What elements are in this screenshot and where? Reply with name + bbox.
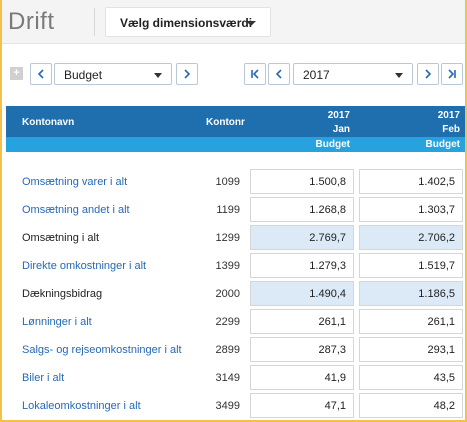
period-select[interactable]: 2017 <box>293 63 413 85</box>
account-name-link[interactable]: Omsætning andet i alt <box>22 204 130 216</box>
account-name: Dækningsbidrag <box>22 288 103 300</box>
chevron-left-icon <box>275 69 282 79</box>
account-number: 2000 <box>215 288 240 300</box>
value-cell-jan[interactable]: 261,1 <box>250 309 354 334</box>
table-row: Omsætning varer i alt 1099 1.500,8 1.402… <box>6 168 465 195</box>
col2-year: 2017 <box>437 110 460 121</box>
skip-last-icon <box>448 69 456 79</box>
col2-sub: Budget <box>425 139 460 150</box>
period-prev-button[interactable] <box>268 63 290 85</box>
value-cell-feb[interactable]: 261,1 <box>359 309 463 334</box>
col1-sub: Budget <box>315 139 350 150</box>
header-row-top <box>6 106 465 137</box>
col-header-name[interactable]: Kontonavn <box>22 117 75 128</box>
period-next-button[interactable] <box>417 63 439 85</box>
account-number: 3149 <box>215 372 240 384</box>
header-divider <box>94 8 95 36</box>
period-last-button[interactable] <box>441 63 463 85</box>
page-title: Drift <box>8 8 55 35</box>
caret-down-icon <box>154 73 162 78</box>
table-row: Lokaleomkostninger i alt 3499 47,1 48,2 <box>6 392 465 419</box>
col1-year: 2017 <box>327 110 350 121</box>
chevron-right-icon <box>184 69 191 79</box>
table-row: Omsætning andet i alt 1199 1.268,8 1.303… <box>6 196 465 223</box>
col2-month: Feb <box>442 124 460 135</box>
value-cell-jan[interactable]: 41,9 <box>250 365 354 390</box>
account-number: 1199 <box>216 204 240 216</box>
account-name-link[interactable]: Biler i alt <box>22 372 65 384</box>
table-row: Lønninger i alt 2299 261,1 261,1 <box>6 308 465 335</box>
value-cell-jan[interactable]: 1.500,8 <box>250 169 354 194</box>
account-number: 2299 <box>215 316 240 328</box>
page-header: Drift Vælg dimensionsværdi <box>2 0 465 44</box>
chevron-right-icon <box>425 69 432 79</box>
table-row: Direkte omkostninger i alt 1399 1.279,3 … <box>6 252 465 279</box>
account-number: 3499 <box>215 400 240 412</box>
table-header: Kontonavn Kontonr 2017 Jan Budget 2017 F… <box>6 106 465 152</box>
skip-first-icon <box>251 69 259 79</box>
account-name: Omsætning i alt <box>22 232 100 244</box>
col-header-nr[interactable]: Kontonr <box>206 117 245 128</box>
total-cell-feb: 1.186,5 <box>359 281 463 306</box>
value-cell-feb[interactable]: 293,1 <box>359 337 463 362</box>
account-number: 1099 <box>215 176 240 188</box>
table-row: Biler i alt 3149 41,9 43,5 <box>6 364 465 391</box>
account-name-link[interactable]: Salgs- og rejseomkostninger i alt <box>22 344 182 356</box>
value-cell-jan[interactable]: 287,3 <box>250 337 354 362</box>
version-prev-button[interactable] <box>30 63 52 85</box>
caret-down-icon <box>395 73 403 78</box>
total-cell-jan: 1.490,4 <box>250 281 354 306</box>
table-row: Dækningsbidrag 2000 1.490,4 1.186,5 <box>6 280 465 307</box>
period-select-value: 2017 <box>303 68 330 82</box>
account-number: 2899 <box>215 344 240 356</box>
expand-icon[interactable]: + <box>10 67 23 80</box>
account-name-link[interactable]: Omsætning varer i alt <box>22 176 128 188</box>
account-number: 1399 <box>215 260 240 272</box>
value-cell-jan[interactable]: 47,1 <box>250 393 354 418</box>
table-row: Omsætning i alt 1299 2.769,7 2.706,2 <box>6 224 465 251</box>
total-cell-jan: 2.769,7 <box>250 225 354 250</box>
dimension-select-button[interactable]: Vælg dimensionsværdi <box>105 7 271 37</box>
period-first-button[interactable] <box>244 63 266 85</box>
version-next-button[interactable] <box>176 63 198 85</box>
value-cell-feb[interactable]: 43,5 <box>359 365 463 390</box>
value-cell-feb[interactable]: 1.402,5 <box>359 169 463 194</box>
value-cell-jan[interactable]: 1.279,3 <box>250 253 354 278</box>
value-cell-feb[interactable]: 1.519,7 <box>359 253 463 278</box>
version-select[interactable]: Budget <box>54 63 172 85</box>
caret-down-icon <box>246 21 256 26</box>
value-cell-jan[interactable]: 1.268,8 <box>250 197 354 222</box>
table-row: Salgs- og rejseomkostninger i alt 2899 2… <box>6 336 465 363</box>
account-number: 1299 <box>215 232 240 244</box>
value-cell-feb[interactable]: 1.303,7 <box>359 197 463 222</box>
account-name-link[interactable]: Lokaleomkostninger i alt <box>22 400 141 412</box>
account-name-link[interactable]: Lønninger i alt <box>22 316 92 328</box>
dimension-select-label: Vælg dimensionsværdi <box>120 16 253 30</box>
value-cell-feb[interactable]: 48,2 <box>359 393 463 418</box>
col1-month: Jan <box>332 124 350 135</box>
chevron-left-icon <box>37 69 44 79</box>
account-name-link[interactable]: Direkte omkostninger i alt <box>22 260 147 272</box>
total-cell-feb: 2.706,2 <box>359 225 463 250</box>
header-row-bottom <box>6 137 465 152</box>
version-select-value: Budget <box>64 68 103 82</box>
